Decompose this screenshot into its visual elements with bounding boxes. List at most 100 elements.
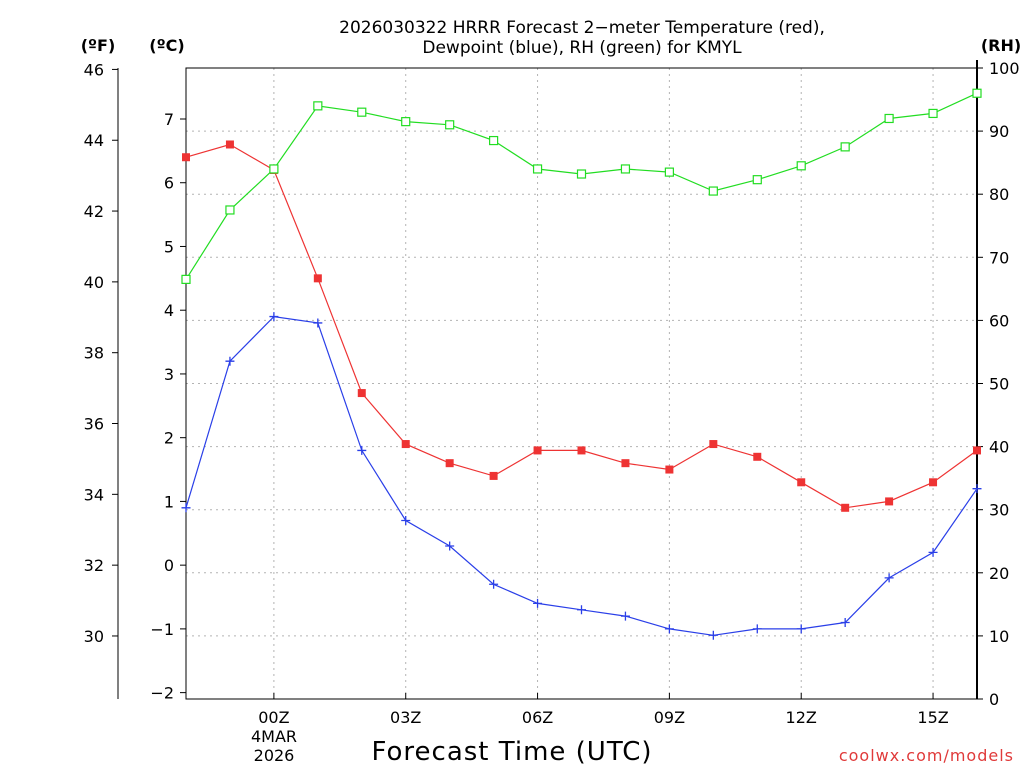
- dewpoint-point: [840, 618, 850, 628]
- dewpoint-series: [181, 312, 982, 640]
- relative-humidity-point: [401, 117, 411, 127]
- temperature-point: [885, 497, 894, 506]
- temperature-point: [225, 140, 234, 149]
- dewpoint-point: [225, 356, 235, 366]
- date-label-day: 4MAR: [251, 727, 297, 746]
- temperature-point: [533, 446, 542, 455]
- plot-series: [181, 88, 982, 640]
- fahrenheit-tick-label: 44: [84, 131, 104, 150]
- dewpoint-point: [181, 503, 191, 513]
- temperature-point: [445, 459, 454, 468]
- x-tick-label: 00Z: [258, 708, 289, 727]
- relative-humidity-point: [928, 108, 938, 119]
- rh-tick-label: 30: [989, 501, 1009, 520]
- x-tick-label: 03Z: [390, 708, 421, 727]
- dewpoint-point: [533, 598, 543, 608]
- celsius-tick-label: 1: [164, 492, 174, 511]
- relative-humidity-point: [620, 164, 631, 174]
- fahrenheit-tick-label: 46: [84, 60, 104, 79]
- celsius-tick-label: 6: [164, 174, 174, 193]
- temperature-point: [401, 440, 410, 449]
- relative-humidity-point: [489, 135, 499, 146]
- chart-title-line-2: Dewpoint (blue), RH (green) for KMYL: [422, 38, 742, 58]
- celsius-tick-label: 0: [164, 556, 174, 575]
- relative-humidity-point: [357, 107, 367, 117]
- temperature-point: [313, 274, 322, 283]
- dewpoint-point: [445, 541, 455, 551]
- dewpoint-line: [185, 315, 978, 636]
- celsius-tick-label: 7: [164, 110, 174, 129]
- temperature-point: [973, 446, 981, 455]
- temperature-point: [753, 452, 762, 461]
- dewpoint-point: [928, 547, 938, 557]
- temperature-point: [797, 478, 806, 487]
- celsius-tick-label: 2: [164, 429, 174, 448]
- celsius-tick-label: −2: [150, 684, 174, 703]
- relative-humidity-point: [664, 167, 674, 177]
- rh-tick-label: 100: [989, 59, 1020, 78]
- temperature-point: [621, 459, 630, 468]
- temperature-point: [929, 478, 938, 487]
- relative-humidity-point: [181, 274, 191, 284]
- relative-humidity-point: [269, 164, 279, 174]
- dewpoint-point: [752, 624, 762, 634]
- dewpoint-point: [357, 445, 367, 455]
- rh-tick-label: 10: [989, 627, 1009, 646]
- temperature-series: [182, 140, 981, 512]
- temperature-point: [665, 465, 674, 474]
- x-tick-label: 06Z: [522, 708, 553, 727]
- celsius-tick-label: −1: [150, 620, 174, 639]
- relative-humidity-series: [181, 88, 982, 284]
- dewpoint-point: [620, 611, 630, 621]
- temperature-point: [489, 471, 498, 480]
- chart-title-line-1: 2026030322 HRRR Forecast 2−meter Tempera…: [339, 18, 825, 38]
- relative-humidity-point: [313, 101, 323, 111]
- x-tick-label: 15Z: [917, 708, 948, 727]
- grid-lines: [186, 68, 977, 699]
- rh-unit-label: (RH): [981, 36, 1021, 55]
- temperature-point: [182, 153, 190, 162]
- celsius-tick-label: 4: [164, 301, 174, 320]
- rh-tick-label: 80: [989, 185, 1009, 204]
- dewpoint-point: [796, 624, 806, 634]
- x-tick-label: 09Z: [654, 708, 685, 727]
- axes: −2−1012345673032343638404244460102030405…: [84, 59, 1020, 727]
- fahrenheit-tick-label: 40: [84, 273, 104, 292]
- rh-tick-label: 70: [989, 248, 1009, 267]
- relative-humidity-point: [884, 113, 894, 124]
- rh-tick-label: 60: [989, 311, 1009, 330]
- rh-tick-label: 50: [989, 375, 1009, 394]
- fahrenheit-tick-label: 36: [84, 415, 104, 434]
- date-label-year: 2026: [254, 746, 295, 765]
- fahrenheit-tick-label: 30: [84, 627, 104, 646]
- rh-tick-label: 40: [989, 438, 1009, 457]
- dewpoint-point: [664, 624, 674, 634]
- x-axis-title: Forecast Time (UTC): [371, 737, 652, 767]
- celsius-unit-label: (ºC): [149, 36, 184, 55]
- relative-humidity-point: [445, 120, 455, 130]
- rh-tick-label: 20: [989, 564, 1009, 583]
- relative-humidity-line: [185, 92, 978, 280]
- temperature-point: [841, 503, 850, 512]
- relative-humidity-point: [796, 161, 806, 171]
- dewpoint-point: [269, 312, 279, 322]
- dewpoint-point: [577, 605, 586, 615]
- celsius-tick-label: 5: [164, 237, 174, 256]
- temperature-point: [357, 389, 366, 398]
- fahrenheit-tick-label: 34: [84, 485, 104, 504]
- relative-humidity-point: [972, 88, 982, 98]
- dewpoint-point: [401, 516, 411, 526]
- celsius-tick-label: 3: [164, 365, 174, 384]
- fahrenheit-tick-label: 32: [84, 556, 104, 575]
- dewpoint-point: [708, 630, 718, 640]
- temperature-point: [709, 440, 718, 449]
- fahrenheit-tick-label: 38: [84, 344, 104, 363]
- fahrenheit-tick-label: 42: [84, 202, 104, 221]
- rh-tick-label: 0: [989, 690, 999, 709]
- relative-humidity-point: [708, 186, 718, 196]
- relative-humidity-point: [576, 169, 587, 179]
- dewpoint-point: [489, 579, 499, 589]
- source-credit: coolwx.com/models: [839, 746, 1014, 765]
- dewpoint-point: [884, 573, 894, 583]
